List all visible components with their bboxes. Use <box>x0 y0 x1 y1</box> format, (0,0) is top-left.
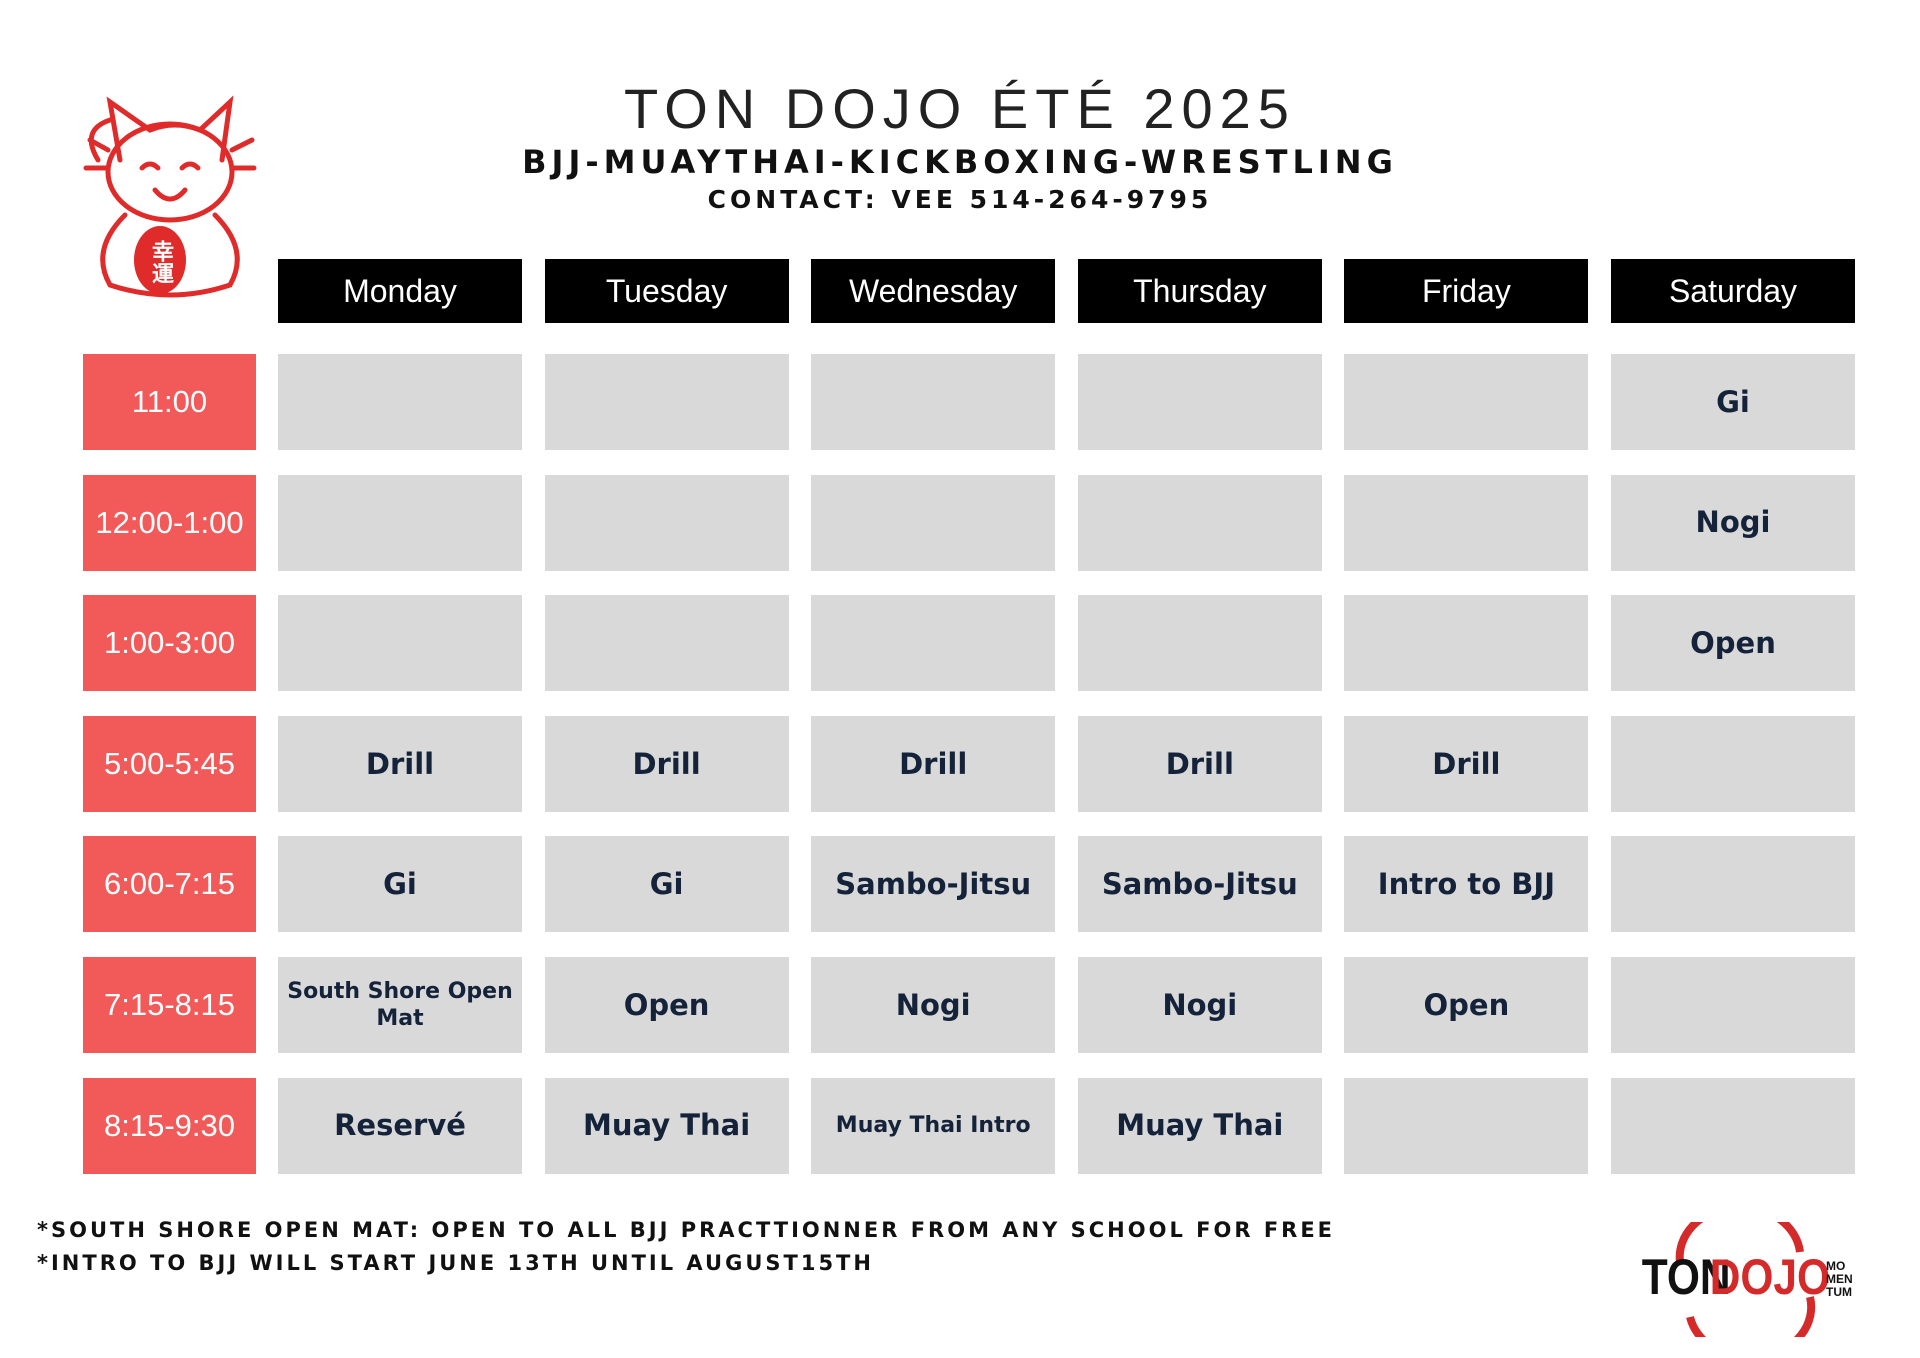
contact: CONTACT: VEE 514-264-9795 <box>707 185 1213 214</box>
time-slot: 12:00-1:00 <box>83 474 256 571</box>
time-slot: 7:15-8:15 <box>83 957 256 1053</box>
empty-cell <box>811 595 1056 692</box>
class-cell: Drill <box>278 715 522 812</box>
class-cell: Drill <box>544 715 789 812</box>
class-cell: Nogi <box>1611 474 1855 571</box>
logo-ton: TON <box>1642 1249 1731 1305</box>
class-cell: Intro to BJJ <box>1344 836 1589 933</box>
time-slot: 11:00 <box>83 354 256 450</box>
day-header: Friday <box>1344 259 1589 323</box>
empty-cell <box>278 474 522 571</box>
empty-cell <box>811 474 1056 571</box>
time-slot: 8:15-9:30 <box>83 1077 256 1174</box>
empty-cell <box>544 595 789 692</box>
empty-cell <box>1611 836 1855 933</box>
class-cell: Muay Thai Intro <box>811 1077 1056 1174</box>
empty-cell <box>1344 474 1589 571</box>
empty-cell <box>1077 354 1322 450</box>
empty-cell <box>278 354 522 450</box>
empty-cell <box>1611 715 1855 812</box>
class-cell: Open <box>1611 595 1855 692</box>
class-cell: Sambo-Jitsu <box>1077 836 1322 933</box>
empty-cell <box>1344 595 1589 692</box>
empty-cell <box>544 354 789 450</box>
logo-tum: TUM <box>1826 1285 1852 1299</box>
day-header: Thursday <box>1077 259 1322 323</box>
title: TON DOJO ÉTÉ 2025 <box>624 77 1296 140</box>
day-header: Saturday <box>1611 259 1855 323</box>
class-cell: Drill <box>1077 715 1322 812</box>
empty-cell <box>1611 1077 1855 1174</box>
time-slot: 1:00-3:00 <box>83 595 256 692</box>
class-cell: Gi <box>278 836 522 933</box>
class-cell: Open <box>1344 957 1589 1053</box>
class-cell: Drill <box>811 715 1056 812</box>
class-cell: Nogi <box>811 957 1056 1053</box>
class-cell: Gi <box>1611 354 1855 450</box>
time-slot: 5:00-5:45 <box>83 715 256 812</box>
class-cell: Open <box>544 957 789 1053</box>
subtitle: BJJ-MUAYTHAI-KICKBOXING-WRESTLING <box>522 143 1398 181</box>
footnote: *INTRO TO BJJ WILL START JUNE 13TH UNTIL… <box>37 1251 874 1275</box>
time-slot: 6:00-7:15 <box>83 836 256 933</box>
class-cell: Sambo-Jitsu <box>811 836 1056 933</box>
cat-charm: 幸運 <box>148 239 174 284</box>
empty-cell <box>1077 474 1322 571</box>
logo-dojo: DOJO <box>1710 1249 1830 1305</box>
class-cell: South Shore Open Mat <box>278 957 522 1053</box>
class-cell: Nogi <box>1077 957 1322 1053</box>
empty-cell <box>1611 957 1855 1053</box>
empty-cell <box>1344 354 1589 450</box>
empty-cell <box>278 595 522 692</box>
logo-mo: MO <box>1826 1259 1845 1273</box>
class-cell: Reservé <box>278 1077 522 1174</box>
empty-cell <box>1077 595 1322 692</box>
class-cell: Muay Thai <box>1077 1077 1322 1174</box>
class-cell: Muay Thai <box>544 1077 789 1174</box>
cat-logo: 幸運 <box>83 95 257 298</box>
brand-logo: TON DOJO MO MEN TUM <box>1642 1222 1853 1337</box>
class-cell: Drill <box>1344 715 1589 812</box>
empty-cell <box>1344 1077 1589 1174</box>
empty-cell <box>811 354 1056 450</box>
class-cell: Gi <box>544 836 789 933</box>
day-header: Monday <box>278 259 522 323</box>
day-header: Tuesday <box>544 259 789 323</box>
footnote: *SOUTH SHORE OPEN MAT: OPEN TO ALL BJJ P… <box>37 1218 1336 1242</box>
logo-men: MEN <box>1826 1272 1853 1286</box>
empty-cell <box>544 474 789 571</box>
day-header: Wednesday <box>811 259 1056 323</box>
